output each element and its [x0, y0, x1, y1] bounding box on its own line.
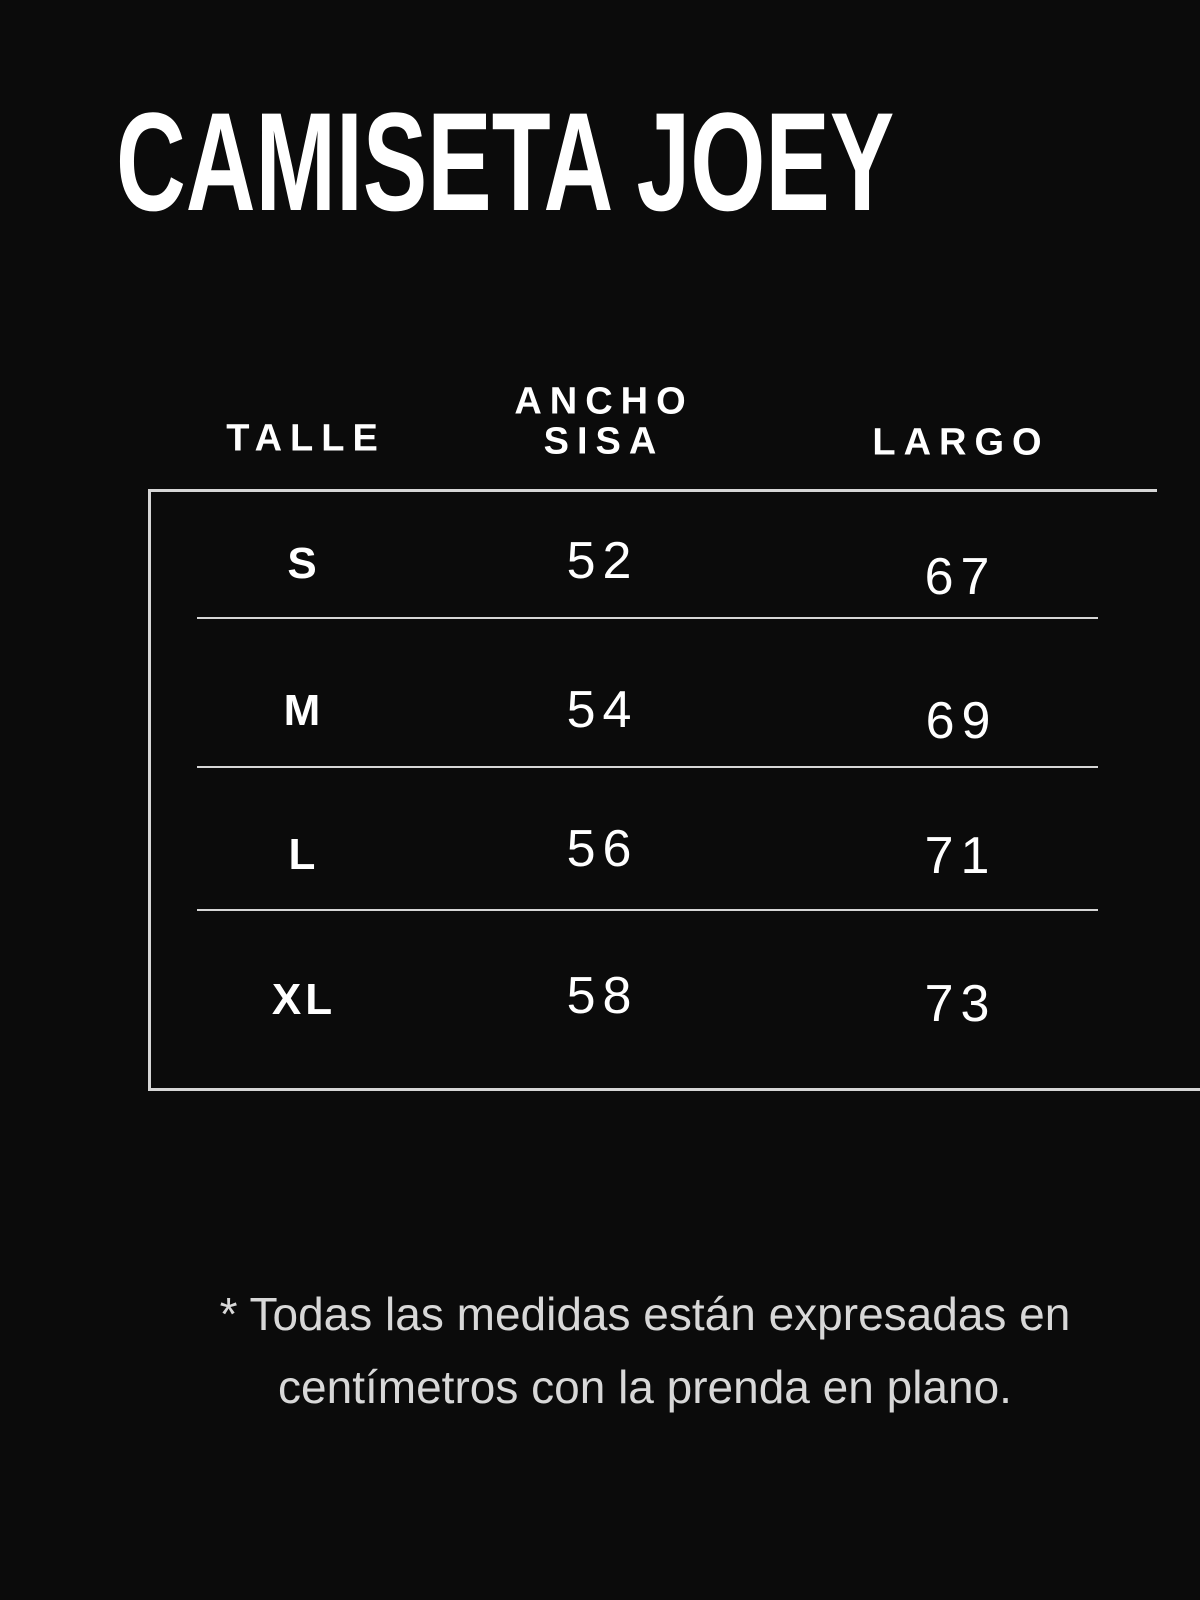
- table-cell-ancho-xl: 58: [566, 967, 639, 1025]
- measurement-note-line1: * Todas las medidas están expresadas en: [219, 1288, 1071, 1340]
- measurement-note-line2: centímetros con la prenda en plano.: [278, 1361, 1012, 1413]
- table-cell-largo-l: 71: [924, 827, 997, 885]
- column-header-talle: TALLE: [226, 417, 386, 460]
- table-cell-talle-l: L: [288, 830, 320, 879]
- table-cell-largo-xl: 73: [924, 975, 997, 1033]
- table-cell-ancho-s: 52: [566, 532, 639, 590]
- row-divider-1: [197, 617, 1098, 619]
- table-border-bottom: [148, 1088, 1200, 1091]
- table-cell-talle-xl: XL: [271, 975, 337, 1024]
- table-cell-talle-m: M: [283, 686, 325, 735]
- table-cell-largo-s: 67: [924, 548, 997, 606]
- column-header-ancho-line2: SISA: [543, 420, 665, 463]
- table-cell-ancho-m: 54: [566, 681, 639, 739]
- row-divider-2: [197, 766, 1098, 768]
- measurement-note: * Todas las medidas están expresadas en …: [90, 1278, 1200, 1424]
- row-divider-3: [197, 909, 1098, 911]
- column-header-largo: LARGO: [872, 421, 1050, 464]
- table-border-left: [148, 489, 151, 1091]
- table-cell-talle-s: S: [287, 539, 321, 588]
- table-cell-largo-m: 69: [925, 692, 998, 750]
- column-header-ancho-line1: ANCHO: [514, 380, 694, 423]
- page-title: CAMISETA JOEY: [116, 83, 895, 240]
- table-border-top: [148, 489, 1157, 492]
- table-cell-ancho-l: 56: [566, 820, 639, 878]
